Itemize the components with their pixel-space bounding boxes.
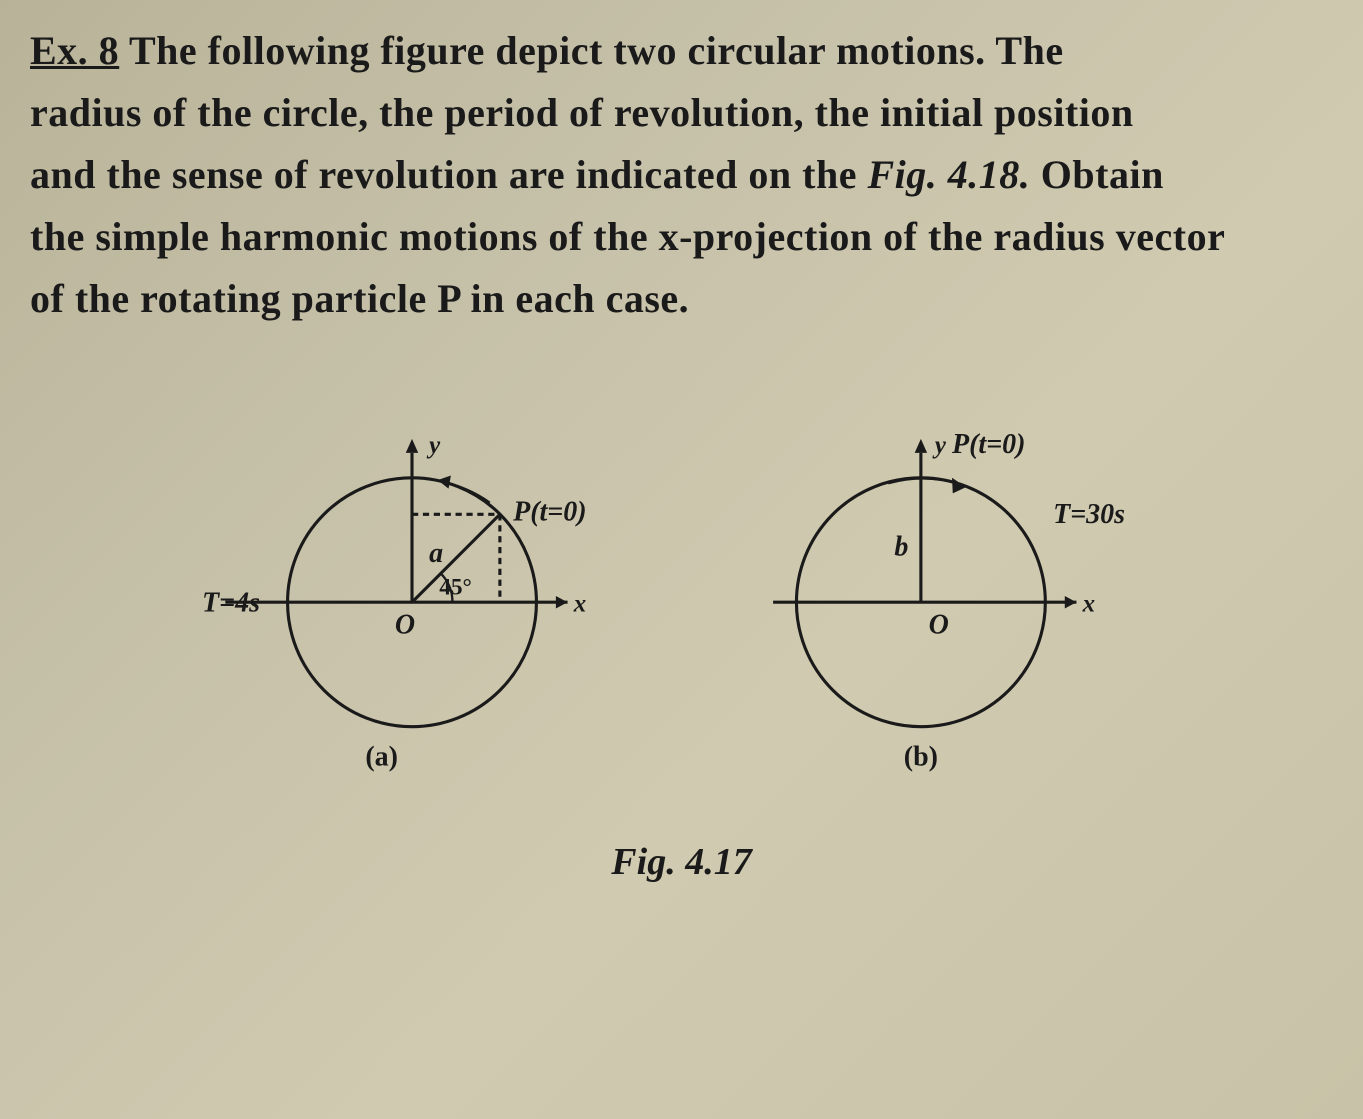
origin-label-b: O — [928, 609, 948, 640]
caption-b: (b) — [903, 742, 937, 773]
fig-ref: Fig. 4.18. — [868, 152, 1031, 197]
x-label-b: x — [1081, 591, 1094, 618]
radius-label-a: a — [429, 538, 443, 569]
diagram-a-svg: y x O a 45° P(t=0) T=4s (a) — [202, 380, 622, 840]
angle-label-a: 45° — [439, 574, 472, 600]
caption-a: (a) — [365, 742, 398, 773]
period-label-b: T=30s — [1053, 499, 1125, 530]
y-arrow-a — [405, 439, 417, 453]
text-line-5: of the rotating particle P in each case. — [30, 276, 689, 321]
text-line-1: The following figure depict two circular… — [119, 28, 1063, 73]
period-label-a: T=4s — [202, 588, 260, 619]
x-arrow-b — [1064, 596, 1076, 608]
diagram-b: y x O b P(t=0) T=30s (b) — [742, 380, 1162, 800]
y-label-b: y — [931, 432, 946, 459]
point-label-a: P(t=0) — [512, 497, 586, 528]
x-label-a: x — [572, 591, 585, 618]
point-label-b: P(t=0) — [951, 429, 1026, 460]
exercise-label: Ex. 8 — [30, 28, 119, 73]
text-line-3b: Obtain — [1030, 152, 1164, 197]
y-arrow-b — [914, 439, 926, 453]
y-label-a: y — [426, 432, 441, 459]
text-line-2: radius of the circle, the period of revo… — [30, 90, 1134, 135]
text-line-4: the simple harmonic motions of the x-pro… — [30, 214, 1225, 259]
origin-label-a: O — [394, 609, 414, 640]
text-line-3a: and the sense of revolution are indicate… — [30, 152, 868, 197]
x-arrow-a — [555, 596, 567, 608]
problem-statement: Ex. 8 The following figure depict two ci… — [30, 20, 1333, 330]
page-container: Ex. 8 The following figure depict two ci… — [0, 0, 1363, 904]
radius-label-b: b — [894, 532, 908, 563]
figure-caption: Fig. 4.17 — [30, 840, 1333, 884]
diagrams-row: y x O a 45° P(t=0) T=4s (a) — [30, 380, 1333, 800]
diagram-a: y x O a 45° P(t=0) T=4s (a) — [202, 380, 622, 800]
diagram-b-svg: y x O b P(t=0) T=30s (b) — [742, 380, 1162, 840]
